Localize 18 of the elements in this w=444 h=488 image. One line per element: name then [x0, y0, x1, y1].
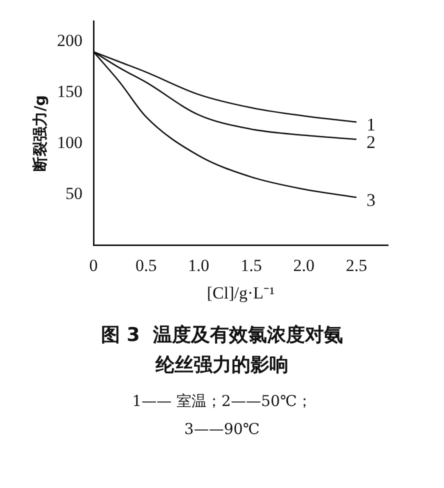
y-tick-label: 150	[57, 82, 82, 101]
x-tick-label: 1.0	[188, 256, 210, 275]
x-tick-label: 2.0	[293, 256, 314, 275]
series-label: 1	[366, 114, 376, 135]
x-tick-label: 0	[89, 256, 98, 275]
y-tick-label: 50	[66, 184, 82, 203]
y-tick-label: 200	[57, 31, 82, 50]
series-label: 2	[366, 132, 376, 152]
y-tick-label: 100	[57, 132, 82, 152]
y-axis-title: 断裂强力/g	[30, 95, 49, 172]
x-axis-title: [Cl]/g·L⁻¹	[206, 283, 275, 302]
text: 3——90℃	[183, 419, 261, 440]
x-tick-label: 2.5	[346, 256, 368, 275]
series-label: 3	[366, 190, 376, 210]
x-tick-label: 1.5	[240, 256, 262, 275]
text: 1—— 室温；2——50℃；	[131, 390, 313, 412]
text: 图 3 温度及有效氯浓度对氨纶丝强力的影响	[100, 323, 344, 378]
x-tick-label: 0.5	[135, 256, 157, 275]
